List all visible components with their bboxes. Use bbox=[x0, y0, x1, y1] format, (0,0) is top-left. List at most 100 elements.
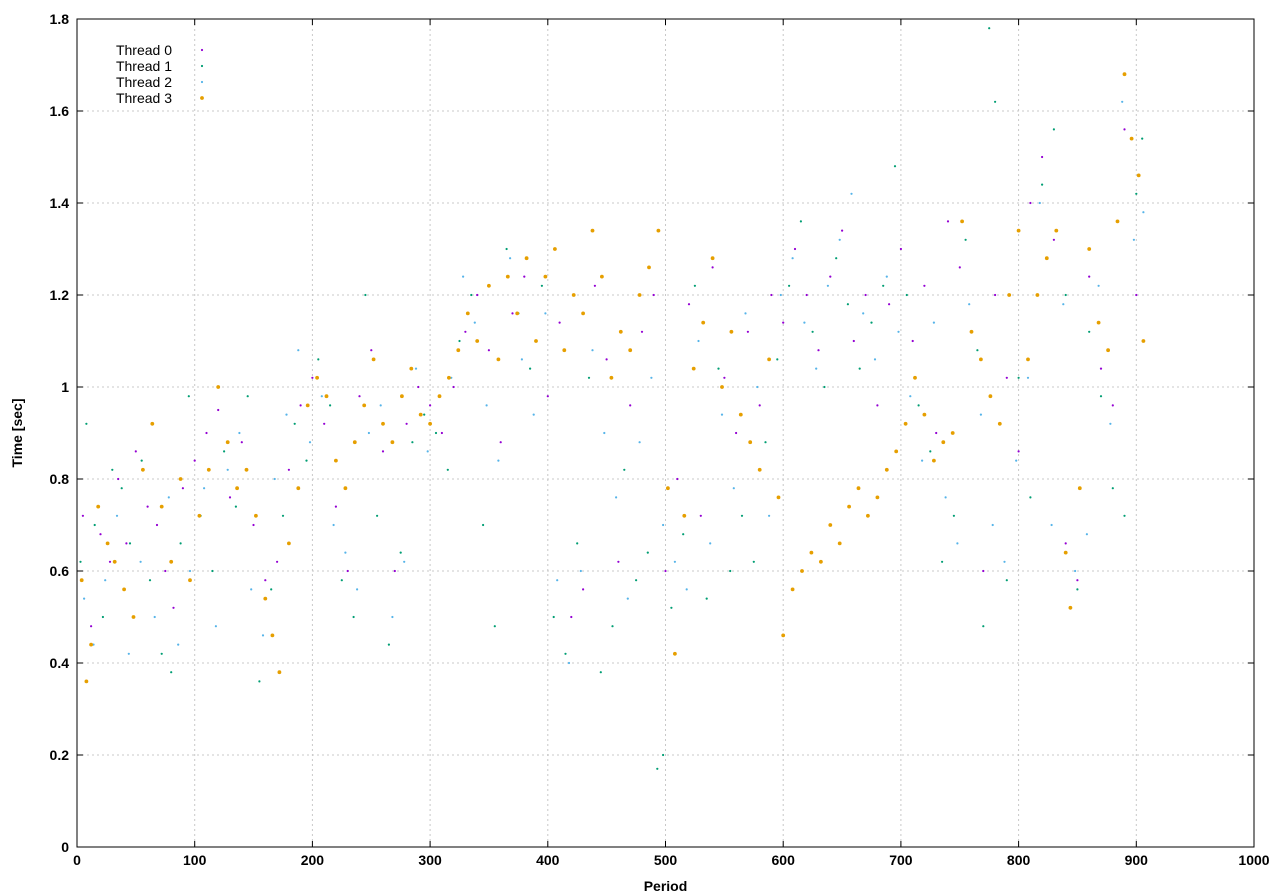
thread-1-point bbox=[246, 395, 249, 398]
x-tick-label: 500 bbox=[654, 852, 678, 868]
thread-0-point bbox=[440, 431, 443, 435]
thread-2-point bbox=[885, 275, 888, 278]
thread-3-point bbox=[628, 348, 633, 353]
thread-2-point bbox=[391, 615, 394, 619]
thread-2-point bbox=[1121, 100, 1124, 103]
thread-3-point bbox=[131, 615, 136, 619]
thread-3-point bbox=[1026, 357, 1030, 362]
thread-3-point bbox=[1035, 293, 1040, 297]
thread-3-point bbox=[475, 339, 480, 343]
thread-3-point bbox=[600, 274, 604, 279]
thread-0-point bbox=[687, 303, 691, 306]
thread-2-point bbox=[532, 413, 535, 416]
thread-0-point bbox=[155, 523, 159, 527]
thread-0-point bbox=[652, 293, 655, 297]
thread-1-point bbox=[270, 588, 273, 591]
legend-label-thread-0: Thread 0 bbox=[116, 42, 172, 58]
thread-2-point bbox=[732, 487, 735, 490]
thread-0-point bbox=[676, 477, 679, 481]
thread-3-point bbox=[875, 495, 880, 500]
thread-3-point bbox=[1122, 72, 1127, 77]
thread-3-point bbox=[571, 293, 576, 297]
thread-2-point bbox=[556, 579, 559, 582]
thread-1-point bbox=[423, 413, 426, 416]
thread-1-point bbox=[599, 671, 602, 674]
thread-3-point bbox=[790, 587, 795, 592]
x-tick-label: 600 bbox=[772, 852, 796, 868]
thread-2-point bbox=[297, 349, 300, 352]
thread-0-point bbox=[217, 408, 220, 412]
thread-0-point bbox=[299, 404, 302, 407]
thread-1-point bbox=[705, 597, 708, 600]
x-tick-label: 800 bbox=[1007, 852, 1031, 868]
thread-1-point bbox=[281, 514, 285, 517]
thread-1-point bbox=[540, 284, 544, 287]
thread-2-point bbox=[414, 367, 418, 370]
thread-3-point bbox=[315, 375, 319, 380]
thread-1-point bbox=[376, 514, 379, 517]
thread-0-point bbox=[982, 569, 985, 573]
thread-1-point bbox=[160, 652, 163, 655]
thread-3-point bbox=[553, 247, 557, 251]
thread-1-point bbox=[505, 247, 508, 251]
thread-3-point bbox=[122, 587, 126, 592]
thread-3-point bbox=[847, 504, 851, 509]
thread-2-point bbox=[791, 257, 794, 260]
thread-1-point bbox=[988, 27, 991, 30]
thread-3-point bbox=[922, 412, 927, 417]
thread-0-point bbox=[699, 514, 702, 517]
axis-ticks bbox=[76, 18, 1255, 848]
thread-3-point bbox=[950, 431, 955, 435]
thread-2-point bbox=[473, 321, 476, 324]
legend-marker-thread-3 bbox=[200, 96, 204, 100]
thread-0-point bbox=[164, 569, 167, 573]
thread-0-point bbox=[582, 588, 585, 591]
thread-1-point bbox=[941, 560, 944, 563]
thread-0-point bbox=[593, 284, 597, 287]
legend-marker-thread-0 bbox=[200, 48, 204, 52]
thread-2-point bbox=[567, 661, 571, 665]
thread-3-point bbox=[913, 375, 917, 380]
thread-0-point bbox=[205, 431, 208, 435]
thread-1-point bbox=[411, 441, 414, 444]
thread-2-point bbox=[226, 468, 229, 471]
thread-1-point bbox=[623, 468, 626, 471]
thread-1-point bbox=[693, 284, 697, 287]
thread-3-point bbox=[216, 385, 221, 389]
thread-2-point bbox=[1015, 459, 1018, 462]
thread-1-point bbox=[1041, 183, 1044, 186]
thread-3-point bbox=[828, 523, 833, 527]
thread-0-point bbox=[994, 293, 997, 297]
y-tick-label: 1.8 bbox=[50, 11, 70, 27]
thread-0-point bbox=[172, 606, 175, 609]
thread-1-point bbox=[729, 569, 732, 573]
thread-2-point bbox=[697, 339, 700, 343]
thread-3-point bbox=[666, 486, 670, 491]
thread-0-point bbox=[346, 569, 349, 573]
thread-0-point bbox=[617, 560, 620, 563]
thread-0-point bbox=[546, 395, 549, 398]
thread-1-point bbox=[656, 767, 659, 770]
legend: Thread 0 Thread 1 Thread 2 Thread 3 bbox=[116, 42, 204, 106]
thread-2-point bbox=[803, 321, 806, 324]
thread-2-point bbox=[344, 551, 347, 554]
thread-2-point bbox=[862, 312, 865, 315]
thread-1-point bbox=[740, 514, 744, 517]
legend-marker-thread-1 bbox=[200, 64, 204, 68]
thread-2-point bbox=[1132, 238, 1135, 241]
thread-1-point bbox=[929, 450, 932, 453]
legend-label-thread-1: Thread 1 bbox=[116, 58, 172, 74]
thread-0-point bbox=[664, 569, 667, 573]
thread-0-point bbox=[711, 266, 714, 269]
y-tick-label: 0.6 bbox=[50, 563, 70, 579]
x-tick-label: 0 bbox=[73, 852, 81, 868]
thread-2-point bbox=[462, 275, 465, 278]
thread-2-point bbox=[1062, 303, 1065, 306]
thread-2-point bbox=[127, 652, 130, 655]
thread-3-point bbox=[96, 504, 101, 509]
thread-2-point bbox=[768, 514, 771, 517]
thread-0-point bbox=[358, 395, 361, 398]
thread-3-point bbox=[141, 467, 145, 472]
thread-2-point bbox=[92, 643, 95, 646]
